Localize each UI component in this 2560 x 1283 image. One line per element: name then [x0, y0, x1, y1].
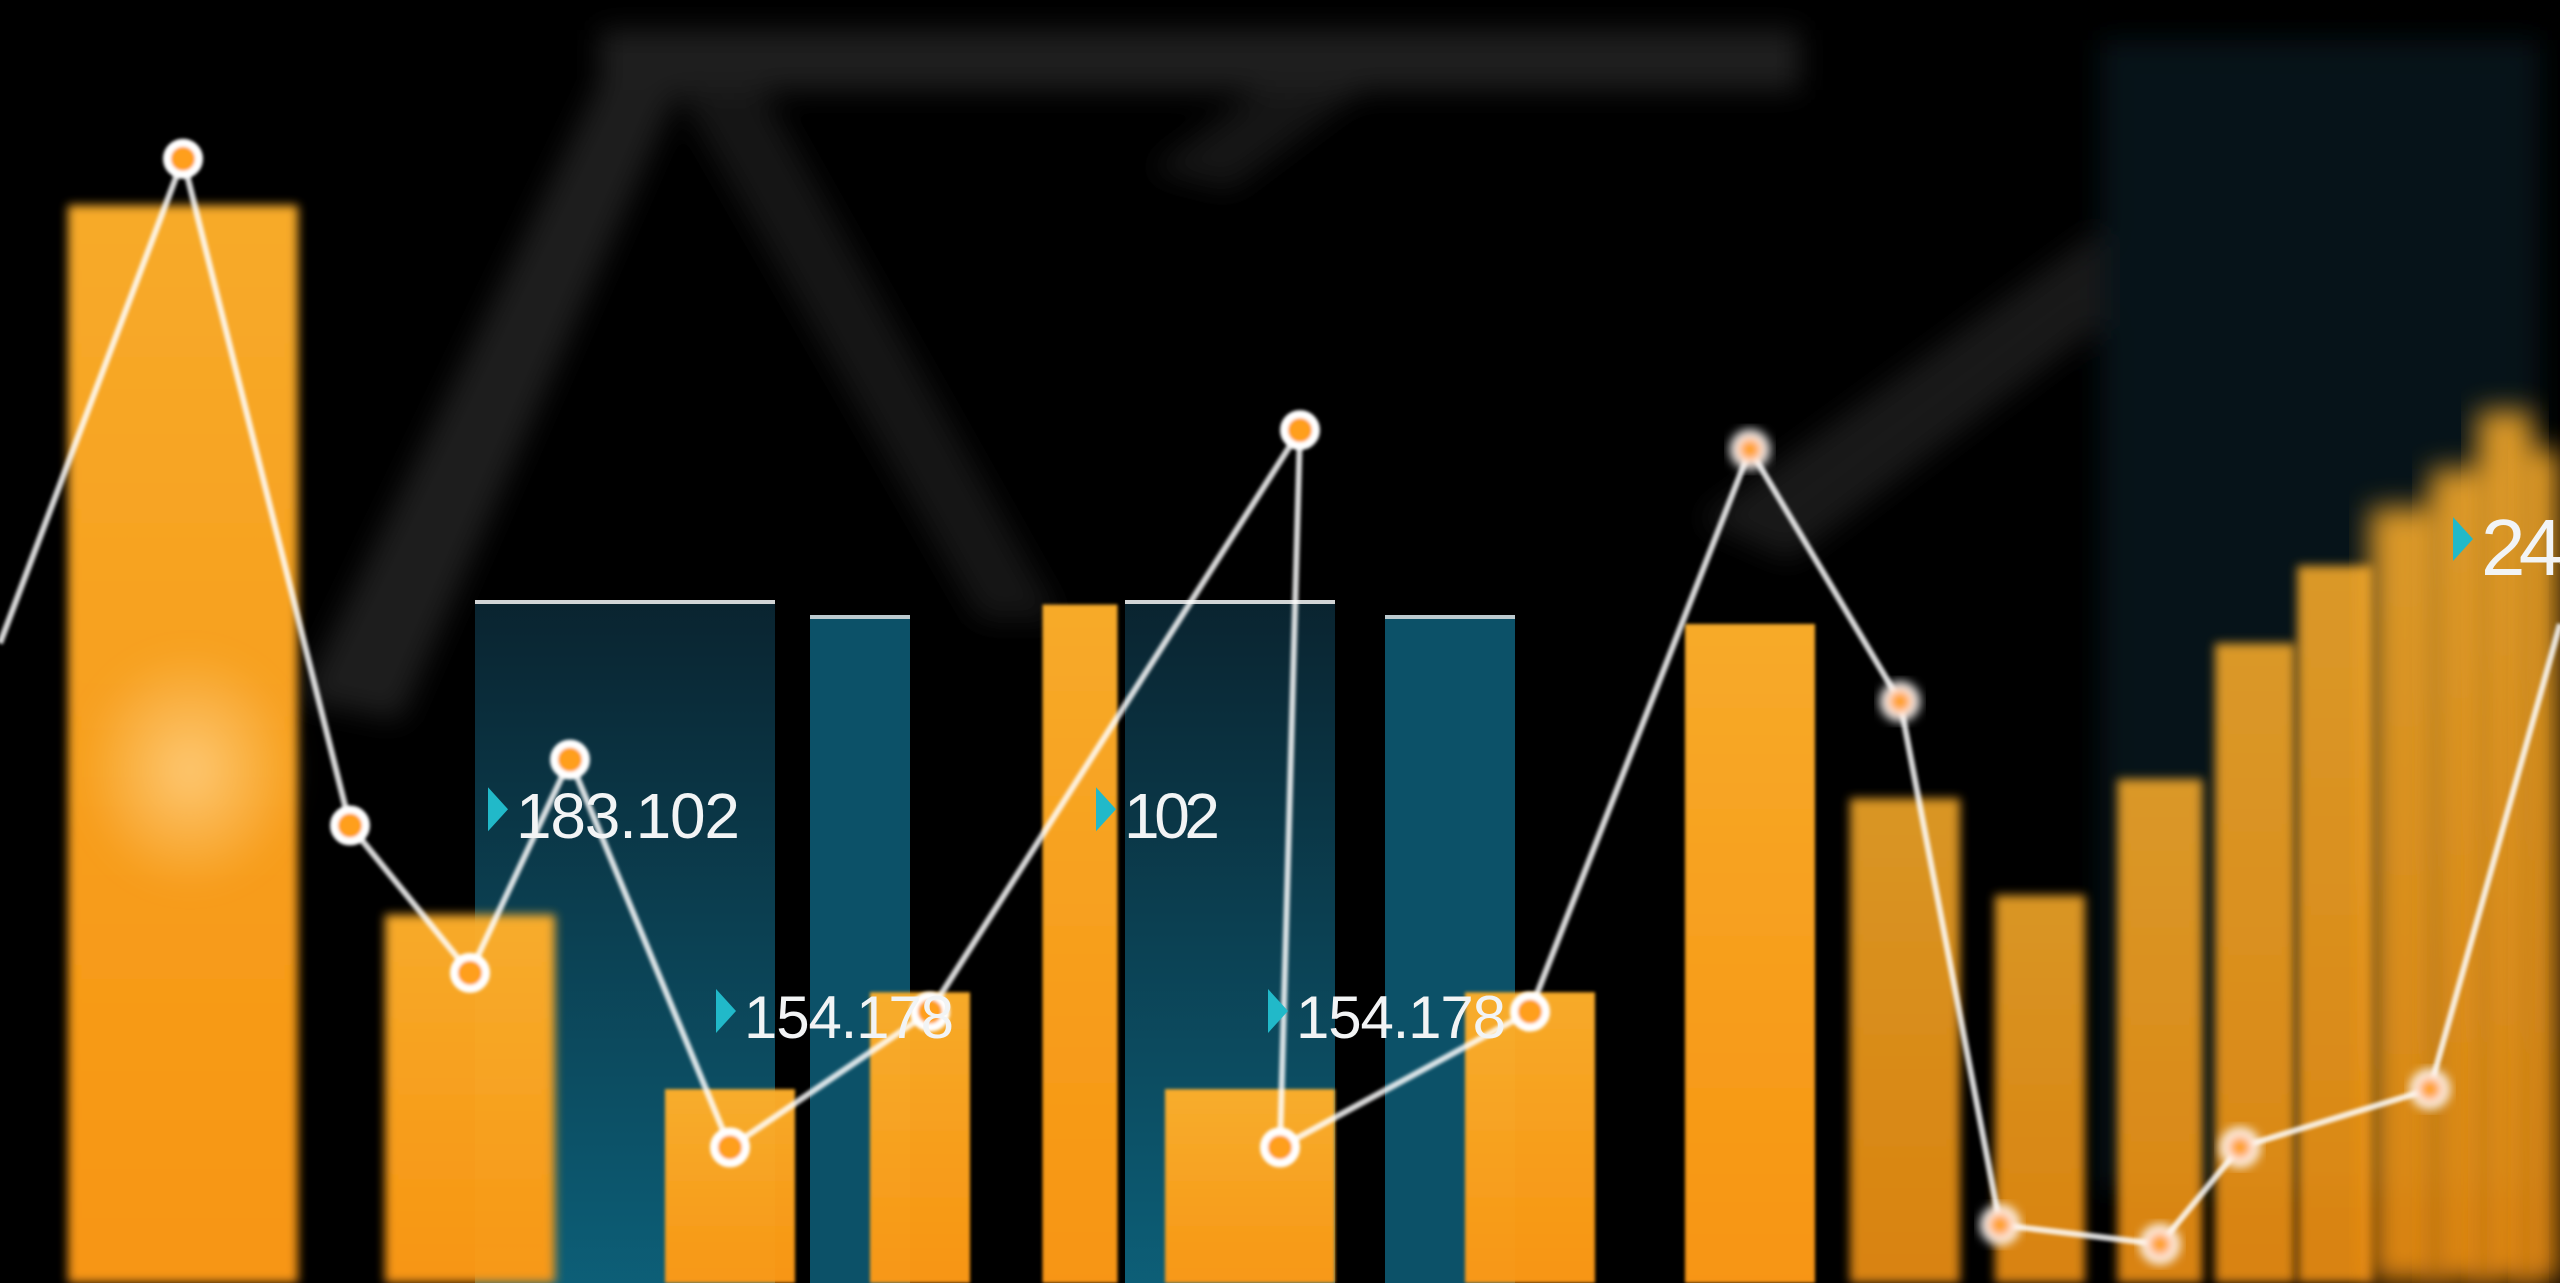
- line-point: [1730, 429, 1770, 470]
- line-point: [1260, 1127, 1300, 1168]
- teal-panel-top-edge: [475, 600, 775, 604]
- line-point: [330, 805, 370, 846]
- value-label: 183.102: [516, 780, 740, 852]
- background-streak: [600, 30, 1800, 90]
- teal-panel-top-edge: [1125, 600, 1335, 604]
- glow-highlight: [80, 650, 300, 890]
- bar: [1850, 798, 1960, 1283]
- value-labels: 183.102 154.178 102 154.178 245: [488, 503, 2560, 1051]
- bar: [1685, 623, 1815, 1283]
- line-point: [910, 991, 950, 1032]
- bar: [2297, 565, 2373, 1283]
- teal-panel-top-edge: [1385, 615, 1515, 619]
- line-point: [2220, 1127, 2260, 1168]
- background-streak: [660, 50, 1060, 620]
- label-marker-icon: [1268, 989, 1288, 1033]
- value-label: 154.178: [1296, 984, 1506, 1051]
- bar: [2215, 643, 2295, 1283]
- bar: [2520, 449, 2560, 1283]
- label-marker-icon: [716, 989, 736, 1033]
- line-point: [1280, 410, 1320, 451]
- label-marker-icon: [1096, 787, 1116, 832]
- line-point: [1880, 681, 1920, 722]
- value-label: 102: [1124, 780, 1220, 852]
- label-marker-icon: [2453, 517, 2473, 561]
- value-label: 245: [2481, 503, 2560, 592]
- label-marker-icon: [488, 787, 508, 832]
- line-point: [710, 1127, 750, 1168]
- line-series: [0, 138, 2560, 1265]
- line-point: [2410, 1069, 2450, 1110]
- line-point: [1980, 1204, 2020, 1245]
- line-point: [1510, 991, 1550, 1032]
- line-point: [550, 739, 590, 780]
- background-streak: [1700, 230, 2200, 560]
- line-point: [2140, 1224, 2180, 1265]
- background-streak: [1150, 60, 1390, 190]
- background-streak: [300, 40, 700, 720]
- line-point: [450, 952, 490, 993]
- bar: [1165, 1089, 1335, 1283]
- line-point: [163, 138, 203, 179]
- bar: [1042, 604, 1118, 1283]
- bar: [2370, 507, 2440, 1283]
- bar: [1465, 992, 1595, 1283]
- bar: [2117, 779, 2203, 1283]
- teal-panel-top-edge: [810, 615, 910, 619]
- value-label: 154.178: [744, 984, 954, 1051]
